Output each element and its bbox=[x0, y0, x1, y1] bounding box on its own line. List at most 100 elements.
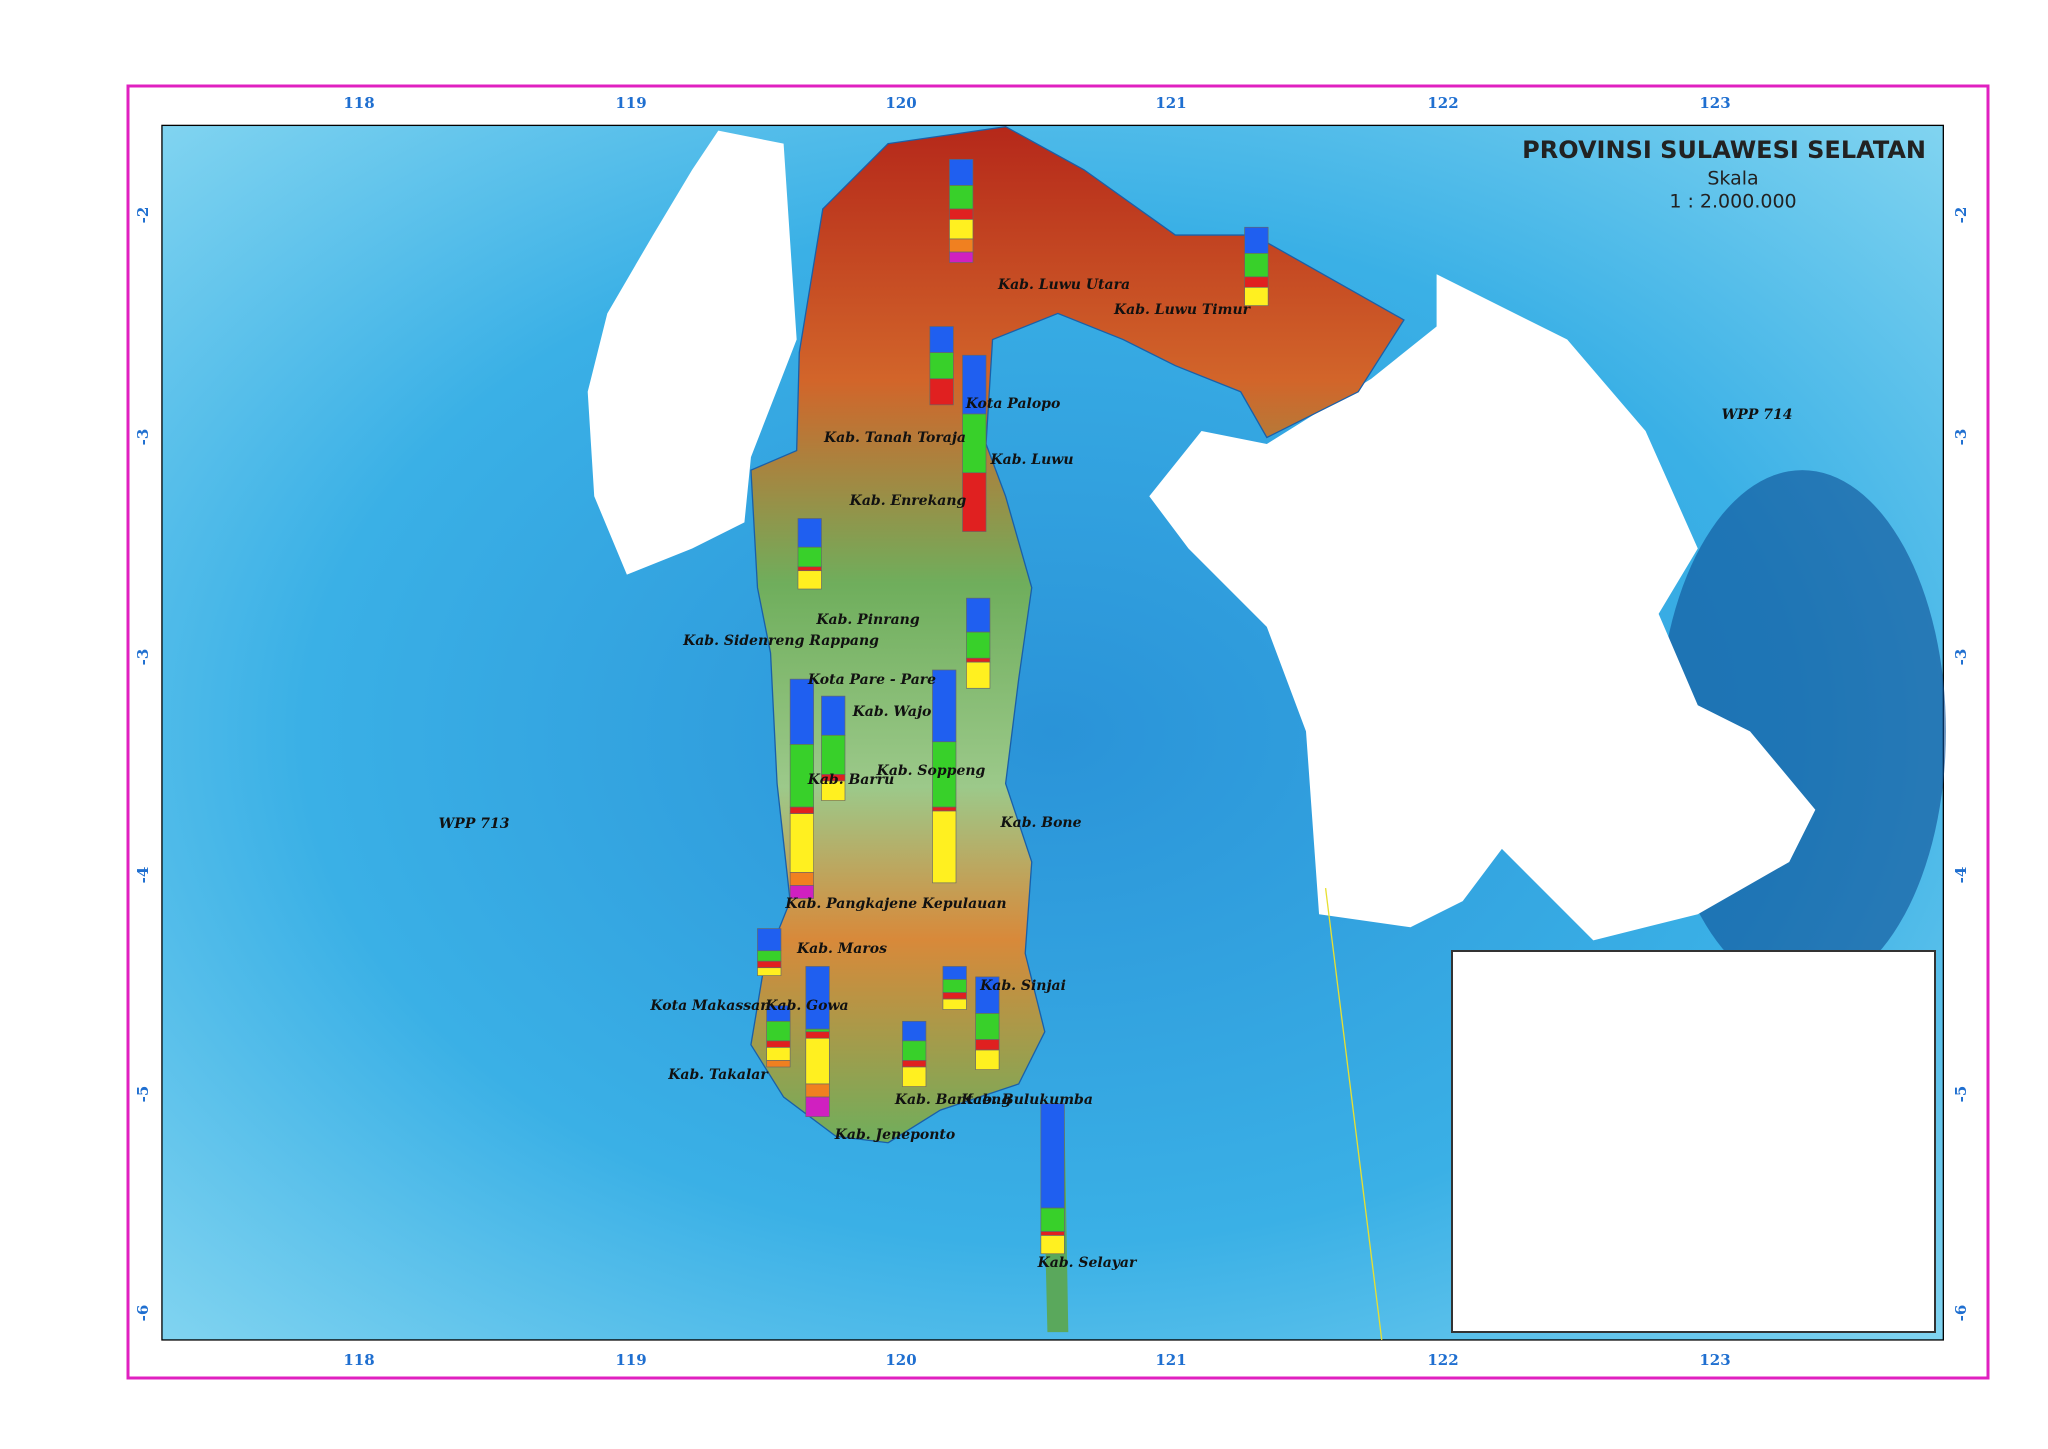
longitude-label: 123 bbox=[1699, 94, 1730, 112]
bar-segment bbox=[789, 872, 814, 886]
bar-segment bbox=[962, 472, 987, 532]
boundary bbox=[1324, 887, 1383, 1341]
region-label: Kab. Sinjai bbox=[979, 978, 1066, 994]
bar-segment bbox=[902, 1040, 927, 1061]
longitude-label: 121 bbox=[1155, 94, 1186, 112]
bar-segment bbox=[789, 813, 814, 873]
bar-segment bbox=[942, 979, 967, 993]
bar-segment bbox=[975, 1013, 1000, 1040]
bar-segment bbox=[1244, 286, 1269, 306]
region-label: Kab. Selayar bbox=[1037, 1255, 1138, 1271]
bar-segment bbox=[757, 960, 782, 969]
bar-segment bbox=[789, 885, 814, 899]
region-label: Kab. Barru bbox=[807, 772, 895, 788]
bar-segment bbox=[789, 678, 814, 745]
bar-segment bbox=[942, 966, 967, 980]
region-label: Kab. Luwu Utara bbox=[997, 277, 1130, 293]
bar-segment bbox=[805, 1028, 830, 1033]
bar-segment bbox=[805, 1037, 830, 1085]
bar-segment bbox=[942, 992, 967, 1000]
land-east bbox=[1149, 274, 1816, 941]
bar-segment bbox=[766, 1047, 791, 1061]
scale-value: 1 : 2.000.000 bbox=[1669, 191, 1796, 213]
region-label: Kab. Soppeng bbox=[876, 763, 986, 779]
region-label: Kab. Luwu Timur bbox=[1113, 302, 1252, 318]
latitude-label: -3 bbox=[1952, 429, 1970, 446]
bar-segment bbox=[902, 1066, 927, 1087]
bar-segment bbox=[1040, 1235, 1065, 1255]
bar-segment bbox=[757, 928, 782, 952]
frame bbox=[126, 84, 1990, 1380]
bar-segment bbox=[966, 661, 991, 689]
bar-segment bbox=[805, 1096, 830, 1117]
bar-segment bbox=[757, 967, 782, 976]
longitude-label: 122 bbox=[1427, 1351, 1458, 1369]
region-label: Kab. Takalar bbox=[667, 1067, 769, 1083]
bar-segment bbox=[766, 1060, 791, 1068]
longitude-label: 119 bbox=[615, 1351, 646, 1369]
bar-segment bbox=[932, 806, 957, 812]
region-label: Kota Pare - Pare bbox=[807, 672, 936, 688]
bar-segment bbox=[929, 352, 954, 380]
sea-label: WPP 714 bbox=[1722, 407, 1793, 423]
bar-segment bbox=[797, 566, 822, 572]
bar-segment bbox=[766, 1040, 791, 1048]
region-label: Kab. Bone bbox=[999, 815, 1081, 831]
bar-segment bbox=[789, 806, 814, 814]
latitude-label: -4 bbox=[134, 867, 152, 884]
latitude-label: -6 bbox=[134, 1305, 152, 1322]
bar-segment bbox=[757, 950, 782, 962]
region-label: Kota Makassar bbox=[649, 998, 769, 1014]
longitude-label: 118 bbox=[343, 1351, 374, 1369]
latitude-label: -3 bbox=[134, 429, 152, 446]
bar-segment bbox=[821, 695, 846, 736]
latitude-label: -5 bbox=[1952, 1086, 1970, 1103]
bar-segment bbox=[1244, 276, 1269, 288]
bar-segment bbox=[902, 1020, 927, 1042]
bar-segment bbox=[966, 631, 991, 659]
bar-segment bbox=[1040, 1103, 1065, 1209]
scale-label: Skala bbox=[1707, 168, 1758, 190]
bar-segment bbox=[797, 570, 822, 590]
bar-segment bbox=[805, 1083, 830, 1098]
bar-stacks bbox=[757, 159, 1269, 1255]
latitude-label: -3 bbox=[1952, 649, 1970, 666]
longitude-label: 119 bbox=[615, 94, 646, 112]
region-label: Kab. Bulukumba bbox=[960, 1092, 1093, 1108]
region-label: Kota Palopo bbox=[965, 396, 1061, 412]
region-label: Kab. Bantaeng bbox=[894, 1092, 1011, 1108]
bar-segment bbox=[929, 326, 954, 353]
bar-segment bbox=[966, 597, 991, 633]
longitude-label: 120 bbox=[885, 94, 916, 112]
bar-segment bbox=[821, 734, 846, 775]
bar-segment bbox=[902, 1060, 927, 1068]
region-label: Kab. Luwu bbox=[989, 452, 1073, 468]
region-label: Kab. Maros bbox=[796, 941, 887, 957]
bar-segment bbox=[1244, 226, 1269, 254]
region-label: Kab. Jeneponto bbox=[834, 1127, 956, 1143]
latitude-label: -3 bbox=[134, 649, 152, 666]
bar-segment bbox=[949, 208, 974, 220]
bar-segment bbox=[1040, 1231, 1065, 1236]
bar-segment bbox=[949, 219, 974, 240]
bar-segment bbox=[797, 546, 822, 568]
bar-segment bbox=[975, 1039, 1000, 1051]
longitude-label: 118 bbox=[343, 94, 374, 112]
land-sulsel bbox=[750, 126, 1405, 1144]
sea-label: WPP 713 bbox=[439, 816, 510, 832]
longitude-label: 122 bbox=[1427, 94, 1458, 112]
region-label: Kab. Pangkajene Kepulauan bbox=[784, 896, 1006, 912]
map-title: PROVINSI SULAWESI SELATAN bbox=[1522, 136, 1926, 164]
bar-segment bbox=[821, 780, 846, 801]
bar-segment bbox=[966, 657, 991, 663]
latitude-label: -5 bbox=[134, 1086, 152, 1103]
longitude-label: 121 bbox=[1155, 1351, 1186, 1369]
region-label: Kab. Tanah Toraja bbox=[823, 430, 966, 446]
bar-segment bbox=[929, 378, 954, 406]
latitude-label: -2 bbox=[1952, 207, 1970, 224]
longitude-label: 123 bbox=[1699, 1351, 1730, 1369]
region-label: Kab. Wajo bbox=[852, 704, 932, 720]
region-label: Kab. Pinrang bbox=[815, 612, 919, 628]
region-label: Kab. Sidenreng Rappang bbox=[682, 633, 879, 649]
